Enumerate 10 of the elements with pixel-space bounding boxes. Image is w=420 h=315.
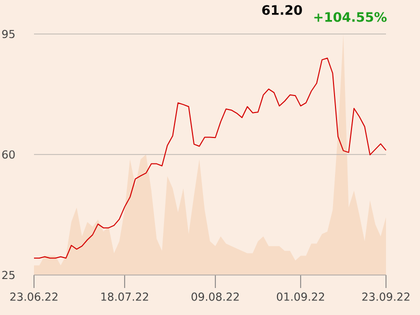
x-tick-label: 18.07.22	[101, 292, 148, 301]
y-tick-label: 25	[2, 270, 15, 280]
text: 61.20	[262, 5, 302, 15]
y-tick-label: 95	[2, 30, 15, 38]
text: +104.55%	[314, 12, 387, 22]
x-tick-label: 09.08.22	[192, 292, 239, 301]
x-tick-label: 23.09.22	[362, 292, 410, 301]
y-tick-label: 60	[2, 150, 15, 159]
x-tick-label: 23.06.22	[10, 292, 58, 301]
x-tick-label: 01.09.22	[276, 292, 324, 301]
